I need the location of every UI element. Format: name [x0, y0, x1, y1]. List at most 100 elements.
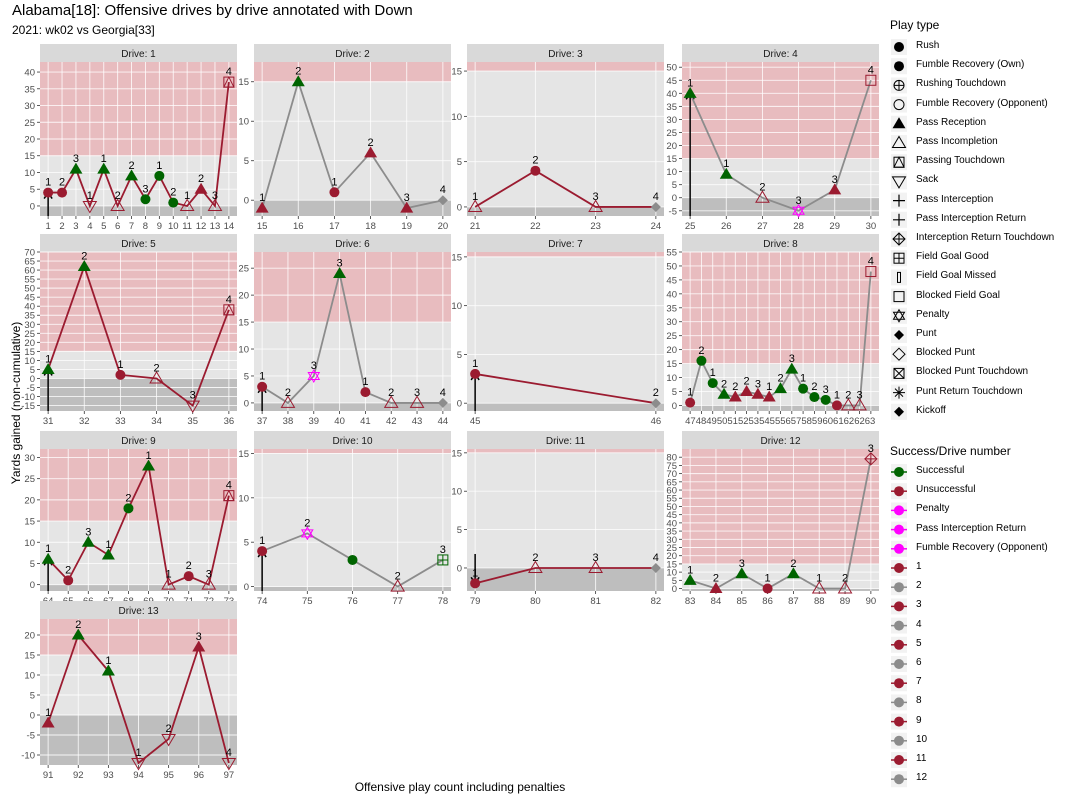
legend-item-success: Fumble Recovery (Opponent): [916, 541, 1048, 553]
y-tick-label: 0: [244, 398, 249, 409]
y-tick-label: 65: [666, 477, 677, 488]
down-label: 2: [732, 381, 738, 393]
point-marker: [360, 387, 371, 398]
legend-title-play-type: Play type: [890, 18, 940, 32]
point-marker: [717, 387, 731, 399]
red-zone-band: [467, 449, 664, 453]
data-point: [792, 203, 805, 218]
panel-strip: [682, 234, 879, 252]
data-point: [300, 526, 314, 541]
drive-line: [47, 263, 230, 408]
y-tick-label: 50: [666, 502, 677, 513]
y-tick-label: 0: [672, 584, 677, 595]
x-tick-label: 30: [866, 221, 877, 232]
point-marker-detail: [893, 156, 905, 168]
facet-panel: Drive: 2 0 5 10 15 15 16 17 18 19 20 1 2 1 2 3 4: [238, 44, 451, 232]
panel-title: Drive: 7: [548, 239, 583, 250]
x-tick-label: 11: [182, 221, 192, 232]
down-label: 3: [404, 192, 410, 204]
y-tick-label: 5: [457, 350, 462, 361]
x-tick-label: 4: [87, 221, 92, 232]
x-tick-label: 15: [257, 221, 268, 232]
legend-key-dot: [894, 620, 904, 631]
x-tick-label: 35: [187, 416, 198, 427]
point-marker: [798, 383, 809, 394]
down-label: 4: [868, 256, 874, 268]
x-tick-label: 22: [530, 221, 541, 232]
data-point: [383, 395, 399, 408]
panel-title: Drive: 9: [121, 436, 156, 447]
point-marker-detail: [892, 311, 906, 323]
down-label: 2: [532, 155, 538, 167]
data-point: [588, 199, 603, 212]
down-label: 1: [105, 539, 111, 551]
down-label: 1: [472, 358, 478, 370]
point-marker: [650, 398, 661, 409]
y-tick-label: 25: [24, 118, 35, 129]
down-label: 1: [687, 387, 693, 399]
x-tick-label: 12: [196, 221, 207, 232]
legend-item-play-type: Punt: [916, 328, 937, 339]
panel-title: Drive: 11: [546, 436, 586, 447]
point-marker: [685, 397, 696, 408]
y-tick-label: 30: [24, 453, 35, 464]
legend-item-success: 3: [916, 599, 922, 611]
x-tick-label: 5: [101, 221, 106, 232]
x-tick-label: 76: [347, 596, 358, 607]
legend-item-success: 10: [916, 733, 928, 745]
data-point: [201, 577, 217, 590]
y-tick-label: 5: [457, 157, 462, 168]
data-point: [774, 382, 787, 394]
legend-item-play-type: Pass Incompletion: [916, 136, 998, 147]
y-tick-label: 30: [24, 320, 35, 331]
x-tick-label: 91: [43, 770, 54, 781]
y-tick-label: 15: [24, 651, 35, 662]
data-point: [142, 459, 156, 471]
data-point: [223, 303, 235, 316]
down-label: 1: [45, 177, 51, 189]
point-marker: [221, 758, 237, 771]
x-tick-label: 97: [224, 770, 235, 781]
point-marker: [307, 368, 321, 380]
y-tick-label: 5: [244, 156, 249, 167]
y-tick-label: 0: [672, 193, 677, 204]
down-label: 3: [190, 390, 196, 402]
data-point: [185, 400, 201, 414]
point-marker: [470, 368, 481, 379]
down-label: 4: [226, 480, 232, 492]
y-tick-label: 20: [24, 135, 35, 146]
down-label: 4: [226, 747, 232, 759]
y-tick-label: -10: [21, 392, 35, 403]
down-label: 2: [388, 387, 394, 399]
point-marker-detail: [307, 371, 321, 383]
y-tick-label: 0: [457, 202, 462, 213]
point-marker: [82, 200, 98, 214]
panel-title: Drive: 12: [760, 436, 800, 447]
point-marker: [43, 187, 54, 198]
y-tick-label: 70: [24, 248, 35, 259]
drive-line: [474, 567, 656, 585]
data-point: [161, 734, 176, 747]
down-label: 1: [135, 747, 141, 759]
y-tick-label: 30: [666, 535, 677, 546]
loss-zone-band: [254, 402, 451, 411]
red-zone-band: [40, 449, 237, 522]
data-point: [255, 201, 269, 213]
drive-line: [261, 78, 444, 210]
drive-line: [474, 169, 656, 208]
y-tick-label: 20: [24, 338, 35, 349]
down-label: 4: [653, 552, 659, 564]
y-tick-label: 10: [238, 345, 249, 356]
y-tick-label: 35: [666, 303, 677, 314]
point-marker: [865, 266, 877, 278]
x-tick-label: 26: [721, 221, 732, 232]
point-marker: [57, 187, 68, 198]
data-point: [400, 201, 414, 213]
down-label: 3: [789, 353, 795, 365]
x-tick-label: 18: [365, 221, 376, 232]
x-tick-label: 8: [143, 221, 148, 232]
down-label: 2: [790, 558, 796, 570]
panel-title: Drive: 3: [548, 49, 583, 60]
down-label: 1: [184, 190, 190, 202]
